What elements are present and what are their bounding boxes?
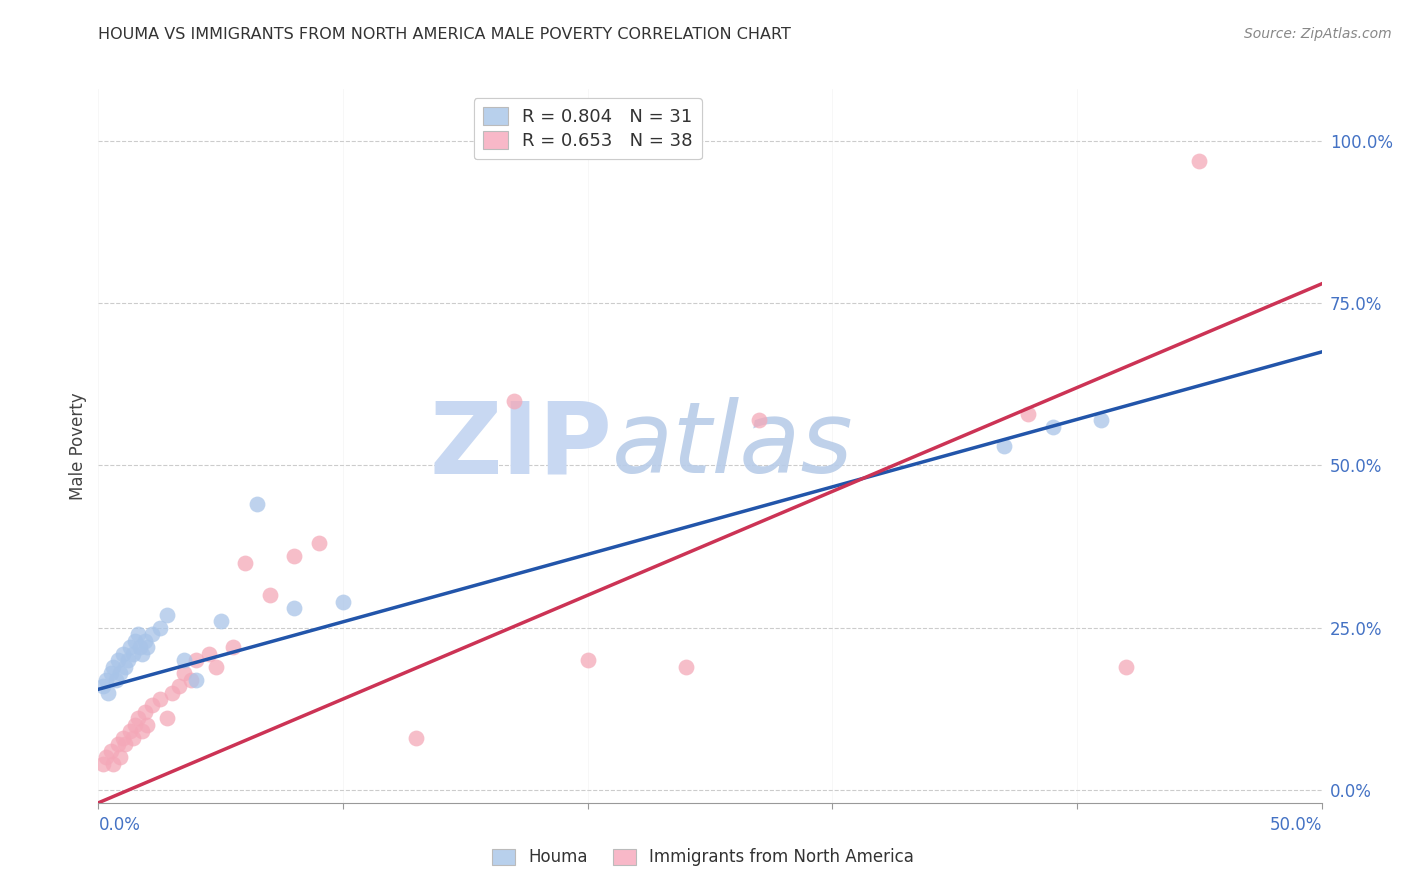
- Point: [91, 756, 114, 771]
- Point: [259, 588, 281, 602]
- Point: [127, 711, 149, 725]
- Point: [121, 731, 143, 745]
- Point: [332, 595, 354, 609]
- Point: [141, 627, 163, 641]
- Point: [1188, 153, 1211, 168]
- Point: [114, 738, 136, 752]
- Point: [1017, 407, 1039, 421]
- Legend: R = 0.804   N = 31, R = 0.653   N = 38: R = 0.804 N = 31, R = 0.653 N = 38: [474, 98, 702, 160]
- Point: [233, 556, 256, 570]
- Text: HOUMA VS IMMIGRANTS FROM NORTH AMERICA MALE POVERTY CORRELATION CHART: HOUMA VS IMMIGRANTS FROM NORTH AMERICA M…: [98, 27, 792, 42]
- Point: [1115, 659, 1137, 673]
- Point: [100, 666, 122, 681]
- Point: [1042, 419, 1064, 434]
- Point: [97, 685, 120, 699]
- Point: [167, 679, 190, 693]
- Point: [131, 647, 153, 661]
- Point: [124, 718, 146, 732]
- Point: [283, 549, 305, 564]
- Point: [173, 666, 195, 681]
- Text: 50.0%: 50.0%: [1270, 816, 1322, 834]
- Point: [205, 659, 228, 673]
- Point: [156, 711, 179, 725]
- Point: [91, 679, 114, 693]
- Point: [100, 744, 122, 758]
- Point: [503, 393, 526, 408]
- Point: [131, 724, 153, 739]
- Legend: Houma, Immigrants from North America: Houma, Immigrants from North America: [484, 840, 922, 875]
- Point: [120, 640, 142, 654]
- Point: [576, 653, 599, 667]
- Point: [129, 640, 152, 654]
- Point: [107, 653, 129, 667]
- Y-axis label: Male Poverty: Male Poverty: [69, 392, 87, 500]
- Point: [160, 685, 183, 699]
- Point: [748, 413, 770, 427]
- Text: atlas: atlas: [612, 398, 853, 494]
- Point: [114, 659, 136, 673]
- Point: [111, 647, 134, 661]
- Point: [134, 705, 156, 719]
- Point: [222, 640, 245, 654]
- Point: [101, 659, 124, 673]
- Text: 0.0%: 0.0%: [98, 816, 141, 834]
- Point: [111, 731, 134, 745]
- Text: Source: ZipAtlas.com: Source: ZipAtlas.com: [1244, 27, 1392, 41]
- Point: [156, 607, 179, 622]
- Point: [134, 633, 156, 648]
- Point: [405, 731, 427, 745]
- Point: [94, 673, 117, 687]
- Point: [149, 692, 172, 706]
- Point: [110, 750, 132, 764]
- Point: [94, 750, 117, 764]
- Point: [197, 647, 219, 661]
- Point: [993, 439, 1015, 453]
- Point: [141, 698, 163, 713]
- Point: [101, 756, 124, 771]
- Point: [120, 724, 142, 739]
- Point: [110, 666, 132, 681]
- Point: [173, 653, 195, 667]
- Point: [1090, 413, 1112, 427]
- Point: [104, 673, 127, 687]
- Point: [127, 627, 149, 641]
- Point: [124, 633, 146, 648]
- Point: [107, 738, 129, 752]
- Point: [136, 718, 159, 732]
- Point: [246, 497, 269, 511]
- Point: [283, 601, 305, 615]
- Point: [186, 673, 208, 687]
- Point: [121, 647, 143, 661]
- Point: [136, 640, 159, 654]
- Point: [149, 621, 172, 635]
- Point: [117, 653, 139, 667]
- Point: [308, 536, 330, 550]
- Point: [180, 673, 202, 687]
- Point: [675, 659, 697, 673]
- Point: [209, 614, 232, 628]
- Point: [186, 653, 208, 667]
- Text: ZIP: ZIP: [429, 398, 612, 494]
